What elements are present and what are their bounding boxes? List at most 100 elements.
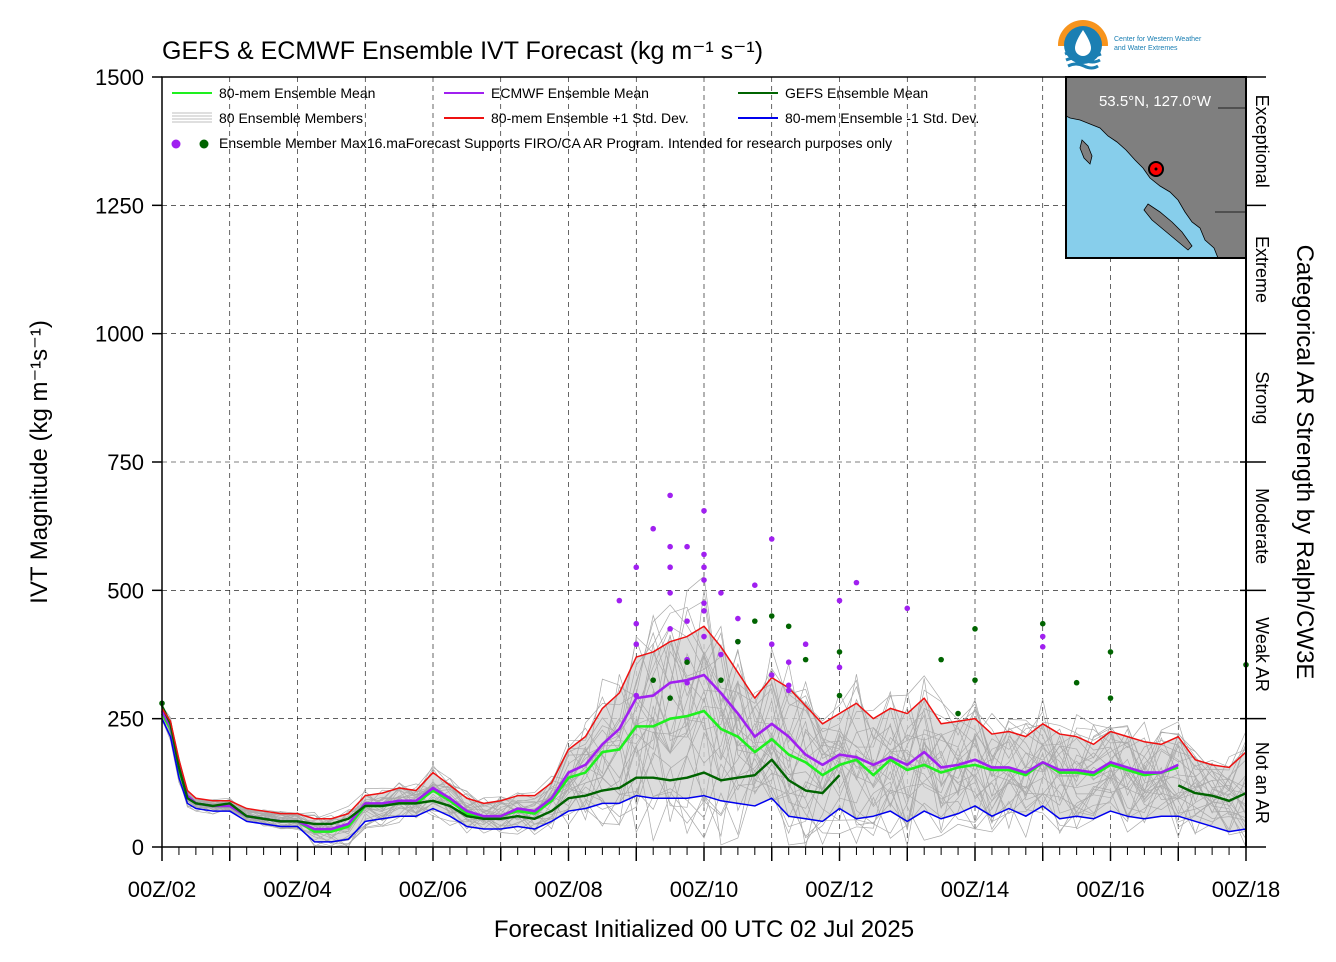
legend-ecmwf-mean: ECMWF Ensemble Mean [491, 85, 649, 101]
y-tick-label: 250 [107, 707, 144, 732]
ensemble-member-line [161, 713, 1247, 848]
gefs-max-dot [752, 618, 758, 624]
ecmwf-max-dot [667, 543, 673, 550]
ecmwf-max-dot [718, 590, 724, 596]
ecmwf-max-dot [701, 600, 707, 606]
member-max-dots [159, 492, 1249, 717]
y-tick-label: 1500 [95, 65, 144, 90]
legend-plus-sd: 80-mem Ensemble +1 Std. Dev. [491, 110, 689, 126]
ecmwf-max-dot [701, 633, 707, 640]
ensemble-member-line [161, 642, 1247, 835]
gefs-mean-line [1177, 784, 1247, 802]
chart-title: GEFS & ECMWF Ensemble IVT Forecast (kg m… [162, 37, 763, 65]
ecmwf-max-dot [701, 507, 707, 514]
ecmwf-max-dot [667, 590, 673, 596]
legend-ecmwf-dot [171, 139, 181, 149]
series-lines [160, 625, 1247, 843]
x-axis: 00Z/02 00Z/04 00Z/06 00Z/08 00Z/10 00Z/12 00Z/… [128, 847, 1280, 902]
gefs-max-dot [1107, 695, 1114, 701]
ecmwf-max-dot [633, 564, 640, 571]
ecmwf-max-dot [701, 577, 707, 583]
ecmwf-max-dot [701, 564, 707, 571]
y-axis-label: IVT Magnitude (kg m⁻¹s⁻¹) [26, 320, 53, 604]
ensemble-member-line [161, 690, 1247, 836]
legend-members-swatch [172, 112, 212, 123]
ecmwf-max-dot [684, 618, 690, 624]
x-tick-label: 00Z/14 [941, 877, 1010, 902]
gefs-mean-line [160, 705, 841, 826]
gefs-max-dot [785, 623, 792, 630]
ecmwf-max-dot [768, 641, 775, 648]
gefs-max-dot [1107, 649, 1114, 655]
gefs-max-dot [802, 656, 809, 663]
inset-map-label: 53.5°N, 127.0°W [1099, 93, 1212, 110]
gefs-max-dot [735, 638, 741, 645]
y-tick-label: 750 [107, 450, 144, 475]
ecmwf-max-dot [768, 672, 775, 678]
category-label: Weak AR [1252, 617, 1272, 692]
y-tick-label: 1250 [95, 193, 144, 218]
gefs-max-dot [667, 695, 673, 701]
legend-max-dots: Ensemble Member Max16.maForecast Support… [219, 135, 892, 151]
ensemble-member-line [161, 697, 1247, 836]
ecmwf-max-dot [802, 641, 809, 648]
category-label: Moderate [1252, 488, 1272, 564]
category-label: Extreme [1252, 236, 1272, 303]
ecmwf-max-dot [684, 679, 690, 686]
ecmwf-max-dot [616, 597, 623, 604]
gefs-max-dot [836, 692, 843, 699]
ecmwf-max-dot [650, 525, 656, 532]
gefs-max-dot [972, 677, 978, 683]
ecmwf-max-dot [785, 687, 792, 694]
x-tick-label: 00Z/08 [534, 877, 603, 902]
ecmwf-max-dot [684, 543, 690, 550]
category-label: Not an AR [1252, 742, 1272, 824]
ecmwf-max-dot [853, 579, 860, 586]
inset-map-island [1143, 203, 1193, 251]
ecmwf-max-dot [633, 620, 640, 627]
ecmwf-max-dot [667, 626, 673, 632]
legend-minus-sd: 80-mem Ensemble -1 Std. Dev. [785, 110, 979, 126]
cw3e-logo: Center for Western Weather and Water Ext… [1058, 20, 1202, 70]
ecmwf-max-dot [785, 682, 792, 689]
plus-sd-line [161, 625, 1247, 820]
ecmwf-max-dot [836, 597, 843, 604]
gefs-max-dot [768, 613, 775, 619]
ensemble-member-line [161, 714, 1247, 842]
gefs-max-dot [955, 710, 961, 717]
x-axis-label: Forecast Initialized 00 UTC 02 Jul 2025 [494, 916, 914, 943]
legend-ens-mean: 80-mem Ensemble Mean [219, 85, 375, 101]
ecmwf-max-dot [667, 564, 673, 571]
ensemble-member-line [161, 650, 1247, 839]
ecmwf-max-dot [768, 536, 775, 542]
gefs-max-dot [972, 626, 978, 632]
minus-sd-line [161, 718, 1247, 843]
ecmwf-max-dot [667, 492, 673, 499]
ecmwf-max-dot [1039, 633, 1046, 640]
y-tick-label: 1000 [95, 322, 144, 347]
right-axis-label: Categorical AR Strength by Ralph/CW3E [1291, 245, 1318, 680]
x-tick-label: 00Z/06 [399, 877, 468, 902]
ecmwf-max-dot [904, 605, 911, 612]
x-tick-label: 00Z/16 [1076, 877, 1145, 902]
ecmwf-max-dot [633, 692, 640, 699]
gefs-max-dot [1039, 620, 1046, 627]
ecmwf-max-dot [1039, 644, 1046, 650]
inset-map-frame [1065, 76, 1247, 259]
legend-gefs-mean: GEFS Ensemble Mean [785, 85, 928, 101]
ecmwf-max-dot [735, 615, 741, 622]
ensemble-member-line [161, 643, 1247, 833]
category-label: Exceptional [1252, 95, 1272, 188]
svg-text:and Water Extremes: and Water Extremes [1114, 45, 1178, 52]
x-tick-label: 00Z/02 [128, 877, 197, 902]
x-tick-label: 00Z/04 [263, 877, 332, 902]
ecmwf-max-dot [785, 659, 792, 665]
ecmwf-max-dot [701, 608, 707, 614]
ecmwf-max-dot [701, 551, 707, 558]
svg-text:Center for Western Weather: Center for Western Weather [1114, 36, 1202, 43]
inset-map-haida-gwaii [1079, 139, 1093, 165]
ecmwf-max-dot [718, 651, 724, 658]
gefs-max-dot [650, 677, 656, 683]
ecmwf-mean-line [160, 673, 1179, 831]
